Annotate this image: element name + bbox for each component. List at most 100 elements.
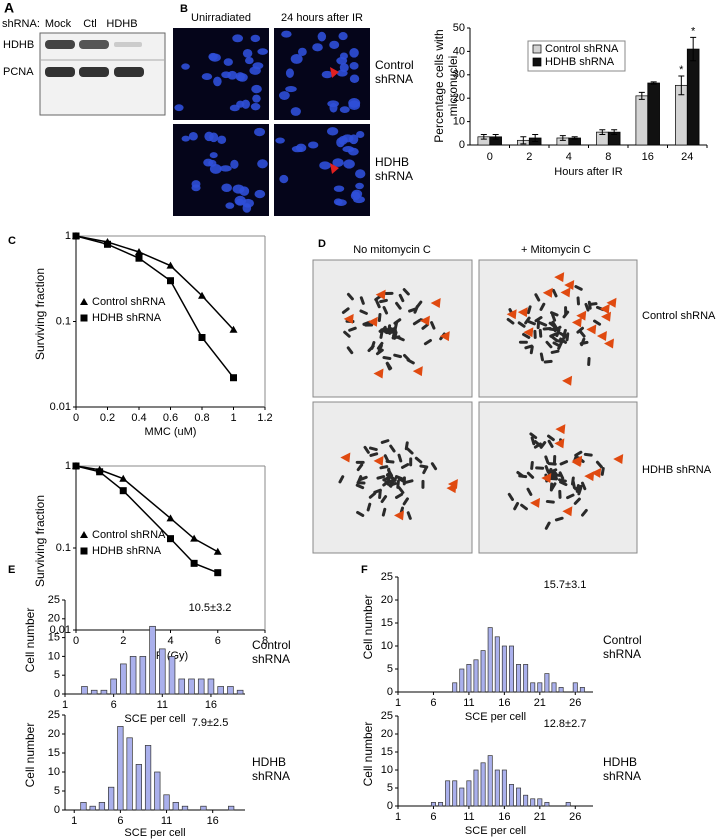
bar xyxy=(494,636,500,693)
chromosome xyxy=(356,463,364,472)
y-tick-label: 15 xyxy=(48,632,60,644)
chromosome xyxy=(355,460,365,464)
panel-letter: A xyxy=(4,0,14,16)
panel-letter: F xyxy=(361,564,368,576)
bar xyxy=(558,687,564,693)
arrowhead xyxy=(394,510,405,521)
bar xyxy=(647,82,660,146)
chromosome xyxy=(376,475,386,480)
bar xyxy=(508,645,514,693)
bar xyxy=(172,802,179,811)
arrowhead xyxy=(576,310,587,321)
series-line xyxy=(75,235,235,379)
error-bar xyxy=(638,91,645,100)
bar xyxy=(197,678,205,695)
arrow-head xyxy=(330,163,339,174)
x-axis-title: MMC (uM) xyxy=(145,426,197,438)
x-axis-title: SCE per cell xyxy=(465,711,526,723)
nucleus xyxy=(219,165,232,172)
shrna-label: shRNA: xyxy=(2,18,40,30)
chromosome xyxy=(544,521,551,530)
nucleus xyxy=(355,182,364,190)
arrowhead xyxy=(571,317,582,328)
nucleus xyxy=(188,131,198,141)
y-axis-title: Percentage cells with micronuclei xyxy=(432,29,460,143)
nucleus xyxy=(295,143,307,153)
x-tick-label: 1 xyxy=(395,811,401,823)
chromosome xyxy=(554,516,564,522)
panel-letter: B xyxy=(180,3,188,15)
x-tick-label: 21 xyxy=(534,811,546,823)
chromosome xyxy=(400,463,410,469)
y-tick-label: 5 xyxy=(54,669,60,681)
annotation: 10.5±3.2 xyxy=(189,602,232,614)
arrowhead xyxy=(412,366,423,377)
bar xyxy=(459,668,465,693)
nucleus xyxy=(241,99,250,109)
bar xyxy=(551,682,557,693)
bar xyxy=(452,780,458,807)
bar xyxy=(81,686,88,695)
condition-label: HDHB shRNA xyxy=(603,755,642,783)
chromosome xyxy=(524,344,534,350)
condition-label: Control shRNA xyxy=(603,633,642,661)
nucleus xyxy=(234,195,246,206)
chromosome xyxy=(536,320,541,330)
chromosome xyxy=(530,460,534,470)
chromosome xyxy=(359,475,368,481)
legend-label: Control shRNA xyxy=(92,296,166,308)
bar xyxy=(487,755,493,807)
bar xyxy=(635,95,649,146)
chromosome xyxy=(552,473,562,477)
arrowhead xyxy=(564,280,575,291)
chromosome xyxy=(366,502,372,512)
arrowhead xyxy=(591,467,602,478)
chromosome xyxy=(550,311,559,317)
chromosome xyxy=(414,456,423,464)
bar xyxy=(516,664,522,693)
chromosome xyxy=(378,490,382,500)
marker xyxy=(167,277,174,285)
y-tick-label: 10 xyxy=(48,650,60,662)
nucleus xyxy=(341,134,354,143)
bar xyxy=(236,689,244,695)
error-bar xyxy=(520,136,527,145)
error-bar xyxy=(678,75,685,96)
chromosome xyxy=(363,445,370,454)
x-tick-label: 21 xyxy=(534,697,546,709)
blot-band xyxy=(79,40,109,49)
chromosome xyxy=(534,316,543,323)
y-axis-title: Cell number xyxy=(23,607,37,673)
chromosome xyxy=(529,432,538,440)
chromosome xyxy=(552,455,557,465)
x-tick-label: 11 xyxy=(161,815,172,827)
marker xyxy=(166,261,175,269)
chromosome xyxy=(593,319,602,326)
bar xyxy=(98,802,106,811)
blot-row-label: PCNA xyxy=(3,66,34,78)
nucleus xyxy=(290,107,301,116)
chromosome xyxy=(526,305,532,315)
chromosome xyxy=(544,465,550,474)
chromosome xyxy=(518,474,528,479)
chromosome xyxy=(389,444,396,453)
nucleus xyxy=(254,127,266,137)
arrowhead xyxy=(554,272,565,283)
chromosome xyxy=(577,486,583,496)
nucleus xyxy=(297,47,307,56)
chromosome xyxy=(600,466,605,476)
bar xyxy=(135,764,142,811)
x-tick-label: 1 xyxy=(230,412,236,424)
chromosome xyxy=(547,439,554,448)
marker xyxy=(72,462,80,470)
bar xyxy=(530,798,536,807)
nucleus xyxy=(242,48,253,58)
chromosome xyxy=(533,329,537,339)
bar xyxy=(89,805,96,811)
x-tick-label: 6 xyxy=(117,815,123,827)
arrowhead xyxy=(562,375,573,386)
x-tick-label: 11 xyxy=(463,811,474,823)
chromosome xyxy=(558,471,565,480)
